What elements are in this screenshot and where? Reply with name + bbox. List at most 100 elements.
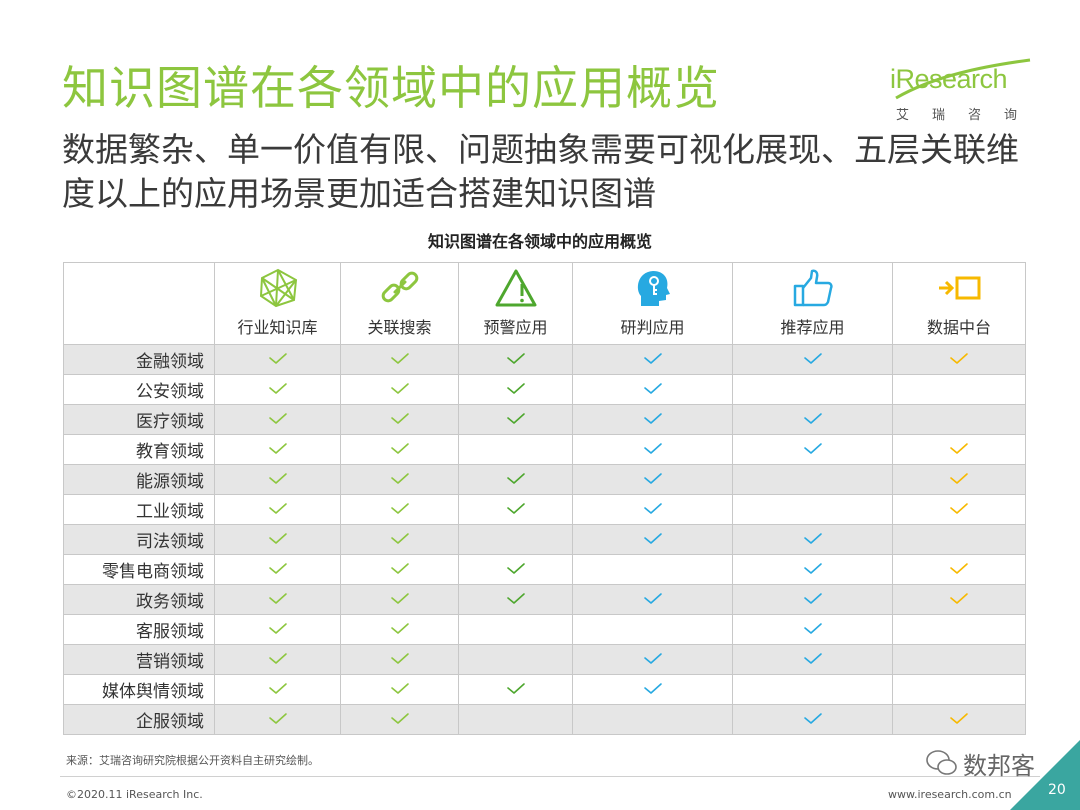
checkmark-icon (643, 443, 662, 454)
column-header: 推荐应用 (732, 262, 893, 345)
row-label: 零售电商领域 (63, 554, 215, 585)
table-cell (572, 494, 733, 525)
checkmark-icon (390, 473, 409, 484)
table-cell (340, 434, 459, 465)
table-cell (572, 554, 733, 585)
checkmark-icon (950, 473, 968, 484)
table-cell (892, 524, 1026, 555)
page-number: 20 (1048, 782, 1066, 798)
table-cell (892, 644, 1026, 675)
table-cell (214, 464, 341, 495)
row-label: 公安领域 (63, 374, 215, 405)
checkmark-icon (268, 653, 287, 664)
checkmark-icon (390, 713, 409, 724)
warning-triangle-icon (495, 269, 536, 307)
logo-swoosh-icon (895, 58, 1031, 100)
checkmark-icon (803, 623, 822, 634)
arrow-into-box-icon (939, 276, 981, 300)
table-cell (458, 554, 573, 585)
table-cell (214, 344, 341, 375)
checkmark-icon (268, 683, 287, 694)
column-header: 行业知识库 (214, 262, 341, 345)
table-cell (340, 494, 459, 525)
table-cell (458, 674, 573, 705)
row-label: 企服领域 (63, 704, 215, 735)
table-cell (892, 464, 1026, 495)
column-header: 数据中台 (892, 262, 1026, 345)
table-cell (892, 554, 1026, 585)
website-link[interactable]: www.iresearch.com.cn (888, 788, 1012, 801)
checkmark-icon (950, 563, 968, 574)
checkmark-icon (803, 533, 822, 544)
checkmark-icon (506, 563, 525, 574)
table-cell (214, 674, 341, 705)
table-row: 教育领域 (63, 434, 1026, 465)
table-row: 媒体舆情领域 (63, 674, 1026, 705)
checkmark-icon (643, 653, 662, 664)
checkmark-icon (643, 353, 662, 364)
checkmark-icon (950, 713, 968, 724)
table-cell (572, 344, 733, 375)
checkmark-icon (268, 593, 287, 604)
table-cell (732, 584, 893, 615)
checkmark-icon (268, 533, 287, 544)
checkmark-icon (643, 413, 662, 424)
checkmark-icon (390, 413, 409, 424)
table-cell (892, 614, 1026, 645)
table-cell (572, 614, 733, 645)
table-cell (732, 434, 893, 465)
table-cell (340, 584, 459, 615)
table-cell (572, 674, 733, 705)
table-cell (892, 494, 1026, 525)
table-cell (458, 464, 573, 495)
thumbs-up-icon (793, 269, 833, 307)
table-cell (732, 674, 893, 705)
table-cell (732, 614, 893, 645)
checkmark-icon (950, 593, 968, 604)
watermark-text: 数邦客 (963, 752, 1035, 780)
table-cell (458, 704, 573, 735)
table-cell (458, 404, 573, 435)
table-cell (732, 344, 893, 375)
table-cell (572, 464, 733, 495)
table-cell (732, 374, 893, 405)
row-label: 政务领域 (63, 584, 215, 615)
table-cell (340, 344, 459, 375)
checkmark-icon (390, 563, 409, 574)
table-row: 公安领域 (63, 374, 1026, 405)
checkmark-icon (803, 653, 822, 664)
table-cell (458, 644, 573, 675)
table-cell (214, 404, 341, 435)
checkmark-icon (390, 353, 409, 364)
table-cell (214, 554, 341, 585)
table-body: 金融领域 公安领域 医疗领域 教育领域 能源领域 工业领域 司法领域 零售电商领域 政务领域 客服… (63, 344, 1026, 735)
table-cell (458, 434, 573, 465)
page-corner-decoration (1010, 740, 1080, 810)
row-label: 司法领域 (63, 524, 215, 555)
checkmark-icon (950, 503, 968, 514)
table-cell (572, 404, 733, 435)
table-cell (214, 434, 341, 465)
page-subtitle: 数据繁杂、单一价值有限、问题抽象需要可视化展现、五层关联维度以上的应用场景更加适… (62, 130, 1019, 213)
checkmark-icon (643, 593, 662, 604)
network-graph-icon (259, 268, 297, 308)
checkmark-icon (506, 593, 525, 604)
table-row: 医疗领域 (63, 404, 1026, 435)
checkmark-icon (506, 413, 525, 424)
table-row: 客服领域 (63, 614, 1026, 645)
row-label: 工业领域 (63, 494, 215, 525)
checkmark-icon (268, 623, 287, 634)
table-header-row: 行业知识库 关联搜索 预警应用 (63, 262, 1026, 345)
checkmark-icon (803, 443, 822, 454)
checkmark-icon (390, 623, 409, 634)
page-title: 知识图谱在各领域中的应用概览 (62, 61, 720, 115)
checkmark-icon (506, 473, 525, 484)
table-cell (458, 374, 573, 405)
checkmark-icon (390, 383, 409, 394)
row-label: 能源领域 (63, 464, 215, 495)
table-cell (572, 704, 733, 735)
checkmark-icon (803, 563, 822, 574)
table-cell (340, 644, 459, 675)
application-table: 行业知识库 关联搜索 预警应用 (63, 262, 1026, 735)
table-cell (458, 494, 573, 525)
